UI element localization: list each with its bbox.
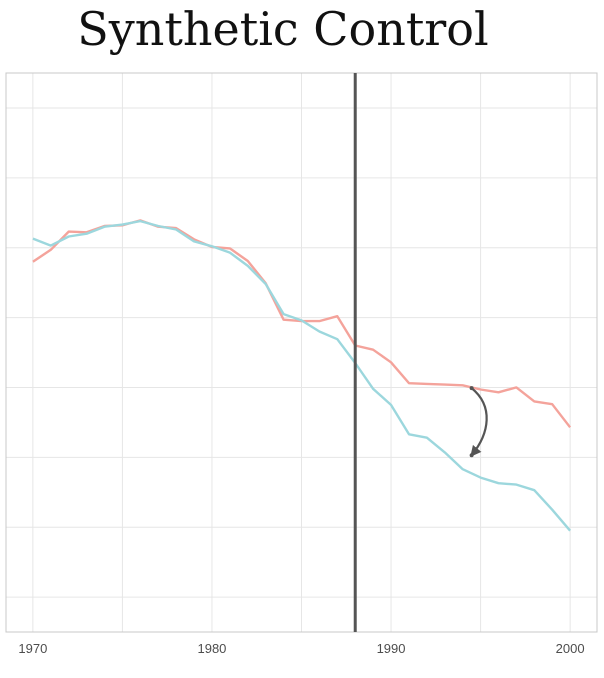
chart-title: Synthetic Control [77, 2, 489, 56]
series-lines [32, 219, 572, 532]
x-axis-tick-labels: 1970 1980 1990 2000 [18, 641, 584, 656]
x-tick-label: 1980 [197, 641, 226, 656]
plot-frame [5, 72, 598, 633]
x-tick-label: 1970 [18, 641, 47, 656]
grid-lines [6, 73, 597, 632]
x-tick-label: 1990 [377, 641, 406, 656]
effect-arrow-start-dot [469, 386, 474, 391]
x-tick-label: 2000 [556, 641, 585, 656]
series-line-2 [32, 219, 572, 532]
treatment-effect-arrow [469, 386, 488, 458]
effect-arrow-path [470, 387, 488, 457]
effect-arrow-end-dot [469, 453, 474, 458]
